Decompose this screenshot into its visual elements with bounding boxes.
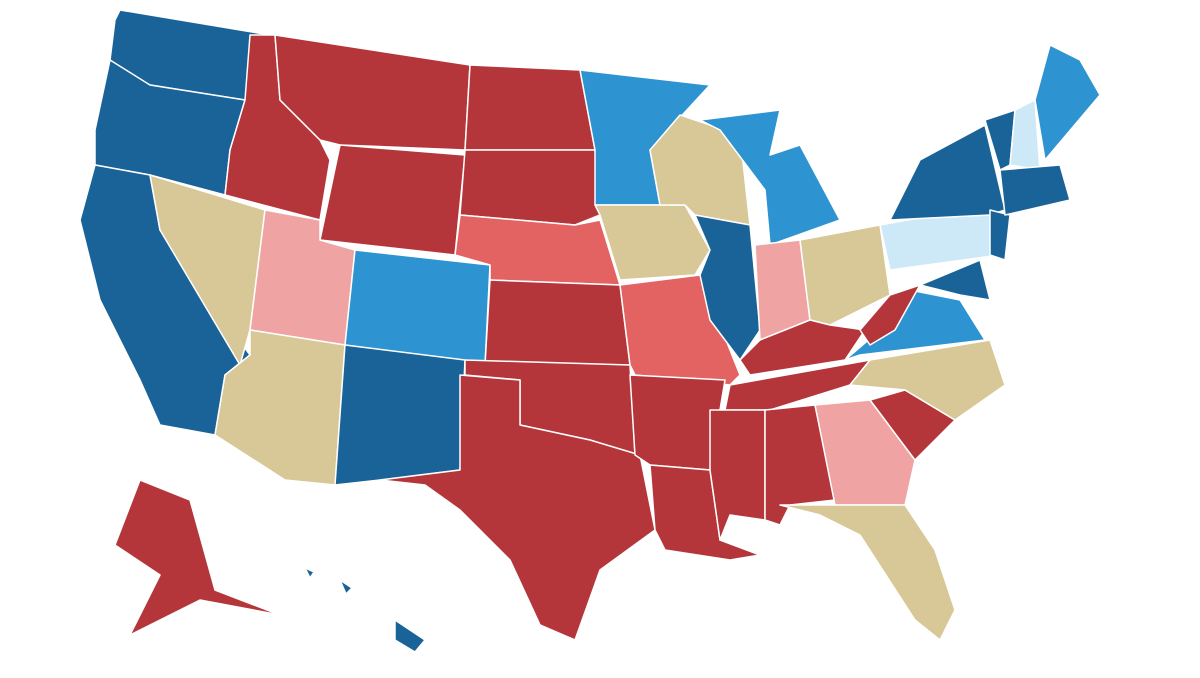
state xyxy=(149,174,266,366)
state xyxy=(459,149,601,226)
state xyxy=(1034,44,1101,161)
state xyxy=(999,164,1071,216)
state xyxy=(484,279,631,366)
state xyxy=(339,579,353,595)
state xyxy=(724,359,871,411)
state xyxy=(799,224,891,326)
state xyxy=(334,344,466,486)
state xyxy=(849,339,1006,421)
state xyxy=(814,399,916,506)
state xyxy=(379,374,656,641)
state xyxy=(989,209,1011,261)
state xyxy=(394,619,426,653)
state xyxy=(114,479,281,636)
state xyxy=(319,144,466,256)
state xyxy=(739,319,866,376)
state xyxy=(699,109,841,246)
state xyxy=(464,64,596,151)
state xyxy=(919,259,991,301)
state xyxy=(1009,99,1041,171)
state xyxy=(889,124,1006,221)
state xyxy=(304,567,315,579)
state xyxy=(779,504,956,641)
state xyxy=(694,214,761,361)
state xyxy=(859,284,921,346)
